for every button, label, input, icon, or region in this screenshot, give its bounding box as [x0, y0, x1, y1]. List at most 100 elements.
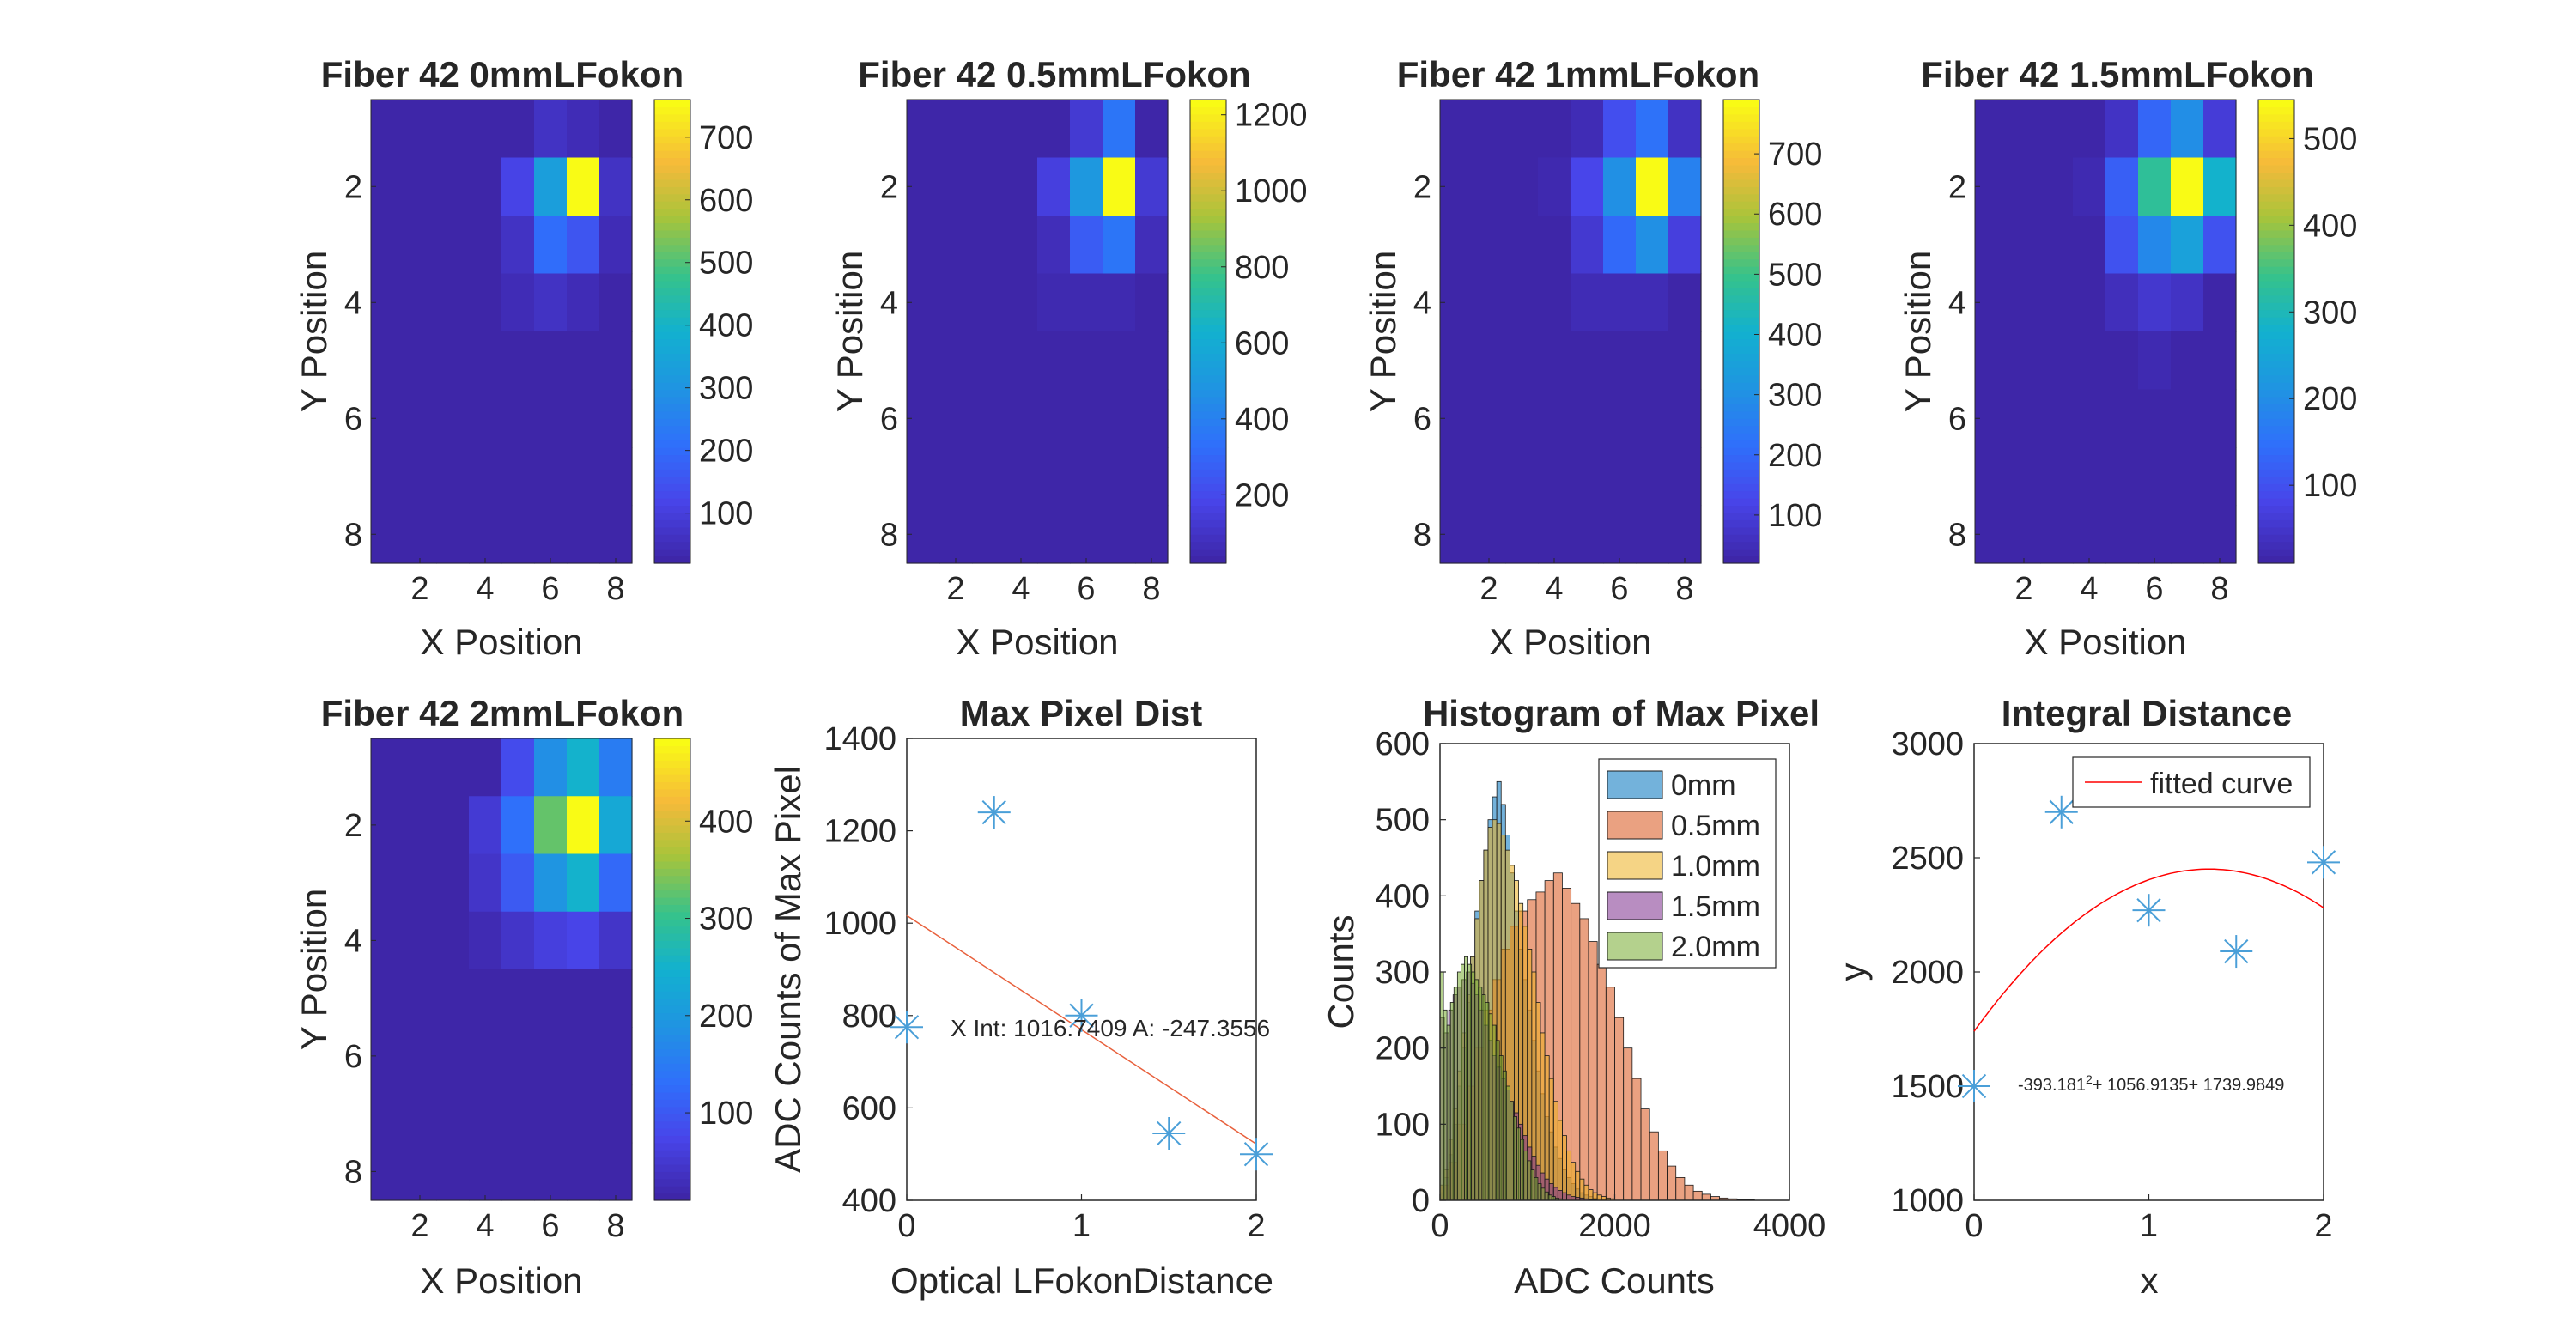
heatmap-cell — [2171, 389, 2204, 448]
colorbar-segment — [654, 911, 690, 920]
heatmap-cell — [469, 100, 502, 159]
heatmap-cell — [1440, 331, 1473, 391]
colorbar-segment — [1723, 244, 1759, 252]
histogram-bar — [1505, 1085, 1510, 1201]
colorbar-segment — [1723, 512, 1759, 520]
heatmap-cell — [972, 505, 1005, 564]
heatmap-cell — [2171, 273, 2204, 332]
colorbar-segment — [654, 738, 690, 747]
heatmap-cell — [567, 505, 600, 564]
heatmap-cell — [2105, 216, 2139, 275]
colorbar-segment — [654, 919, 690, 927]
heatmap-cell — [1440, 100, 1473, 159]
y-tick-label: 1000 — [1891, 1183, 1964, 1219]
heatmap-cell — [2008, 389, 2041, 448]
colorbar-segment — [1723, 490, 1759, 499]
colorbar-segment — [654, 244, 690, 252]
colorbar-segment — [654, 1084, 690, 1093]
colorbar-segment — [1723, 136, 1759, 144]
colorbar-segment — [1723, 237, 1759, 246]
colorbar-segment — [654, 295, 690, 303]
heatmap-cell — [567, 100, 600, 159]
colorbar-segment — [1190, 404, 1226, 412]
heatmap-cell — [1135, 216, 1169, 275]
heatmap-cell — [469, 447, 502, 507]
heatmap-cell — [1668, 100, 1702, 159]
colorbar-segment — [1723, 164, 1759, 173]
colorbar-segment — [2258, 360, 2294, 368]
colorbar-segment — [1190, 222, 1226, 231]
colorbar-segment — [1723, 273, 1759, 282]
colorbar-segment — [654, 760, 690, 768]
heatmap-cell — [2008, 447, 2041, 507]
heatmap-cell — [1603, 331, 1637, 391]
colorbar-segment — [654, 1099, 690, 1108]
colorbar-tick-label: 100 — [699, 496, 753, 532]
colorbar-segment — [1190, 172, 1226, 180]
heatmap-cell — [534, 796, 568, 855]
histogram-bar — [1495, 1040, 1500, 1201]
colorbar-segment — [1190, 288, 1226, 296]
colorbar-segment — [1190, 295, 1226, 303]
colorbar-segment — [654, 1150, 690, 1158]
heatmap-cell — [501, 1027, 535, 1086]
heatmap-cell — [436, 157, 470, 216]
heatmap-cell — [534, 100, 568, 159]
heatmap-cell — [1668, 447, 1702, 507]
colorbar-segment — [2258, 498, 2294, 507]
colorbar-segment — [2258, 258, 2294, 267]
colorbar-segment — [654, 832, 690, 841]
x-tick-label: 0 — [897, 1208, 915, 1244]
heatmap-cell — [436, 911, 470, 970]
heatmap-cell — [371, 157, 404, 216]
colorbar-segment — [1723, 309, 1759, 318]
colorbar-tick-label: 200 — [2303, 381, 2357, 417]
colorbar-tick-label: 1200 — [1235, 98, 1308, 134]
colorbar-segment — [654, 1193, 690, 1201]
heatmap-cell — [501, 389, 535, 448]
colorbar-segment — [1723, 498, 1759, 507]
heatmap-cell — [907, 447, 940, 507]
heatmap-cell — [1103, 447, 1136, 507]
heatmap-cell — [2008, 273, 2041, 332]
colorbar-segment — [2258, 150, 2294, 159]
heatmap-cell — [1473, 273, 1506, 332]
heatmap-frame — [1974, 99, 2237, 564]
heatmap-cell — [2138, 389, 2172, 448]
colorbar-segment — [1723, 317, 1759, 325]
heatmap-cell — [2073, 100, 2106, 159]
colorbar-segment — [1190, 324, 1226, 332]
heatmap-cell — [1103, 157, 1136, 216]
histogram-bar — [1540, 1187, 1546, 1201]
x-tick-label: 4 — [1545, 571, 1563, 607]
colorbar-segment — [2258, 338, 2294, 347]
y-tick-label: 2 — [344, 808, 362, 844]
heatmap-cell — [1975, 157, 2008, 216]
colorbar-segment — [654, 1135, 690, 1144]
colorbar-segment — [1190, 208, 1226, 216]
colorbar-segment — [1190, 338, 1226, 347]
histogram-bar — [1692, 1190, 1703, 1201]
colorbar-tick-label: 300 — [2303, 295, 2357, 331]
heatmap-cell — [1505, 389, 1539, 448]
x-tick-label: 6 — [2145, 571, 2163, 607]
heatmap-cell — [534, 273, 568, 332]
heatmap-cell — [2073, 331, 2106, 391]
colorbar-segment — [2258, 512, 2294, 520]
heatmap-cell — [599, 738, 633, 797]
heatmap-cell — [567, 157, 600, 216]
heatmap-cell — [972, 389, 1005, 448]
heatmap-cell — [2203, 100, 2237, 159]
colorbar-segment — [1190, 244, 1226, 252]
histogram-bar — [1527, 1160, 1532, 1201]
heatmap-cell — [939, 389, 973, 448]
heatmap-cell — [939, 505, 973, 564]
colorbar-segment — [654, 519, 690, 528]
colorbar-segment — [654, 433, 690, 441]
heatmap-cell — [1505, 273, 1539, 332]
data-point — [1069, 1003, 1094, 1028]
heatmap-cell — [436, 447, 470, 507]
colorbar-segment — [654, 817, 690, 826]
colorbar-segment — [654, 1142, 690, 1151]
histogram-bar — [1530, 1169, 1535, 1201]
